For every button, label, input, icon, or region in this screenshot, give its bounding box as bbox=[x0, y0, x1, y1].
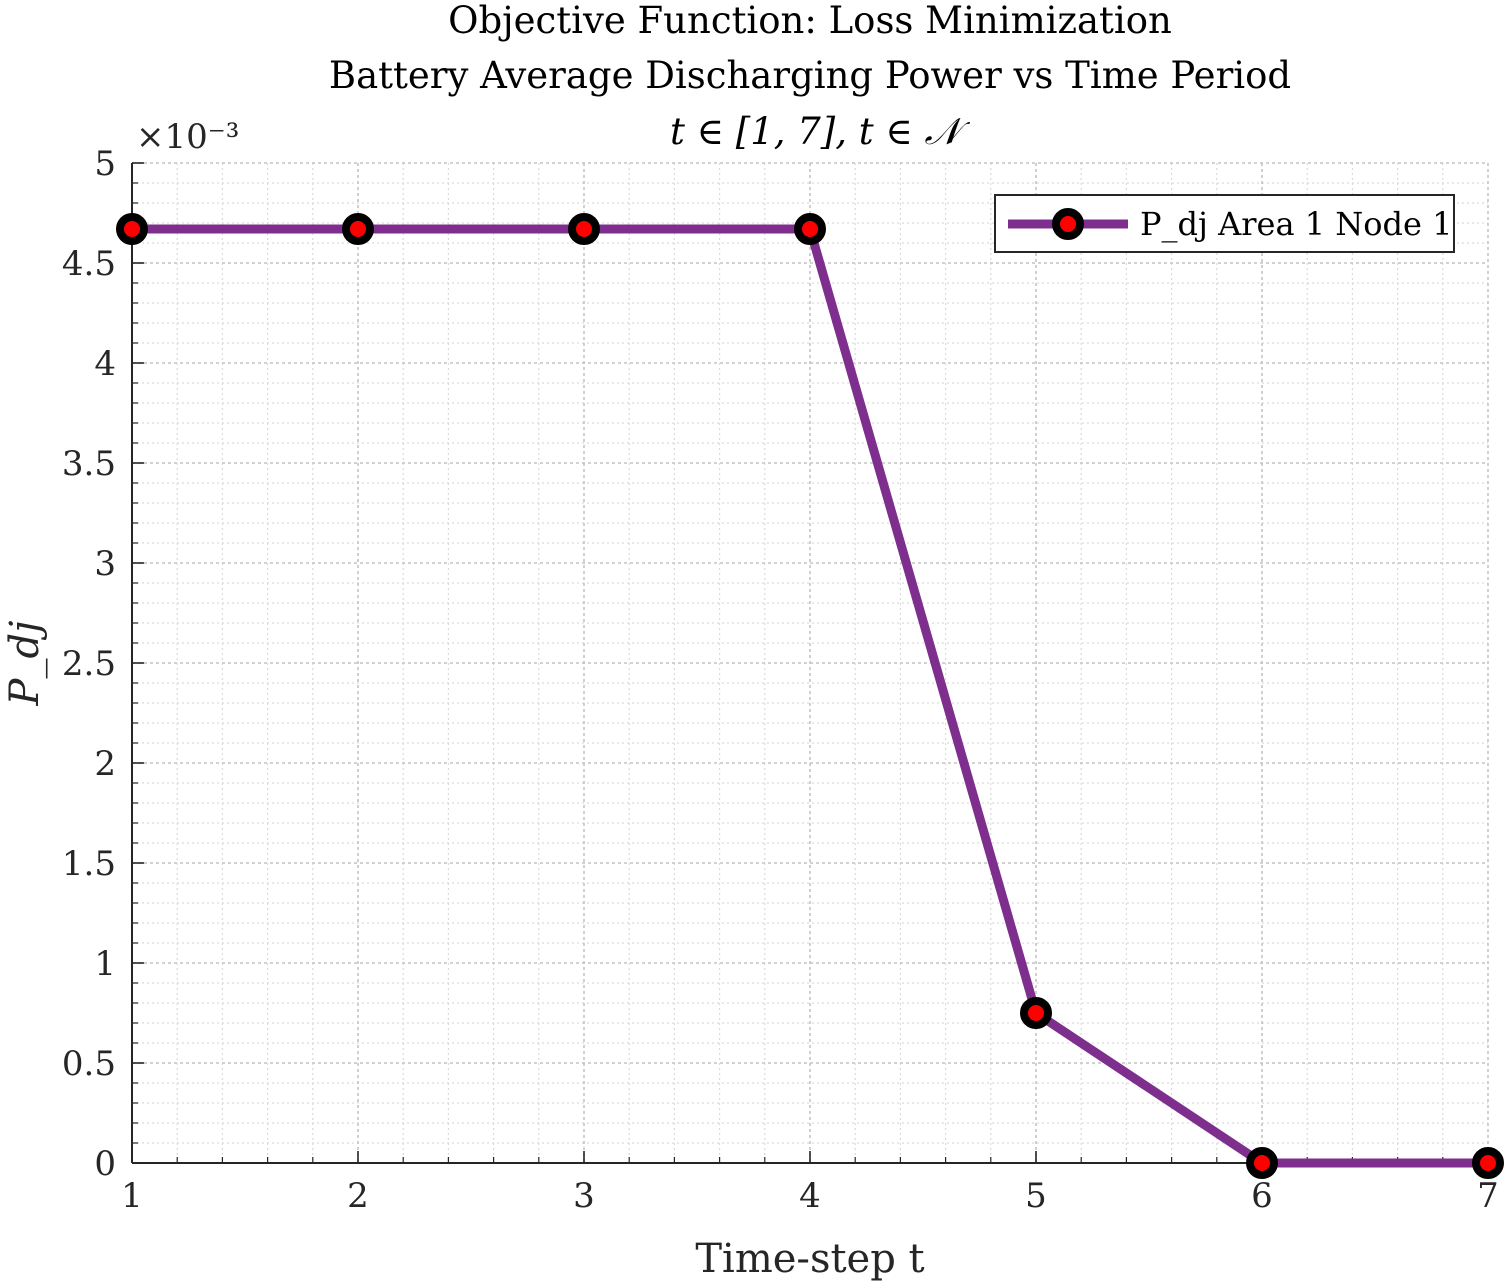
y-tick-label: 5 bbox=[94, 144, 116, 184]
data-point-marker bbox=[1020, 997, 1052, 1029]
y-tick-label: 2 bbox=[94, 744, 116, 784]
title-line-1: Objective Function: Loss Minimization bbox=[448, 0, 1172, 42]
y-tick-label: 3.5 bbox=[62, 444, 116, 484]
y-tick-label: 1.5 bbox=[62, 844, 116, 884]
y-tick-label: 3 bbox=[94, 544, 116, 584]
y-tick-labels: 0 0.5 1 1.5 2 2.5 3 3.5 4 4.5 5 bbox=[62, 144, 116, 1184]
title-line-3: t ∈ [1, 7], t ∈ 𝒩 bbox=[670, 110, 971, 153]
x-tick-label: 5 bbox=[1025, 1176, 1047, 1216]
series-layer bbox=[116, 213, 1504, 1179]
y-tick-label: 1 bbox=[94, 944, 116, 984]
x-tick-label: 3 bbox=[573, 1176, 595, 1216]
data-point-marker bbox=[342, 213, 374, 245]
legend: P_dj Area 1 Node 1 bbox=[994, 194, 1455, 253]
x-axis-label: Time-step t bbox=[695, 1236, 924, 1282]
data-point-marker bbox=[1246, 1147, 1278, 1179]
x-tick-label: 6 bbox=[1251, 1176, 1273, 1216]
y-tick-label: 4 bbox=[94, 344, 116, 384]
legend-marker-swatch bbox=[1052, 208, 1084, 240]
data-point-marker bbox=[1472, 1147, 1504, 1179]
y-exponent-label: ×10⁻³ bbox=[136, 117, 239, 157]
x-tick-label: 4 bbox=[799, 1176, 821, 1216]
y-tick-label: 2.5 bbox=[62, 644, 116, 684]
data-point-marker bbox=[568, 213, 600, 245]
y-tick-label: 0 bbox=[94, 1144, 116, 1184]
data-point-marker bbox=[794, 213, 826, 245]
data-point-marker bbox=[116, 213, 148, 245]
x-tick-label: 7 bbox=[1477, 1176, 1499, 1216]
y-axis-label: P_dj bbox=[2, 621, 48, 707]
y-tick-label: 0.5 bbox=[62, 1044, 116, 1084]
y-tick-label: 4.5 bbox=[62, 244, 116, 284]
x-tick-label: 2 bbox=[347, 1176, 369, 1216]
x-tick-label: 1 bbox=[121, 1176, 143, 1216]
legend-entry-label: P_dj Area 1 Node 1 bbox=[1140, 205, 1452, 243]
chart-title: Objective Function: Loss Minimization Ba… bbox=[329, 0, 1291, 153]
title-line-2: Battery Average Discharging Power vs Tim… bbox=[329, 54, 1291, 97]
x-tick-labels: 1 2 3 4 5 6 7 bbox=[121, 1176, 1499, 1216]
